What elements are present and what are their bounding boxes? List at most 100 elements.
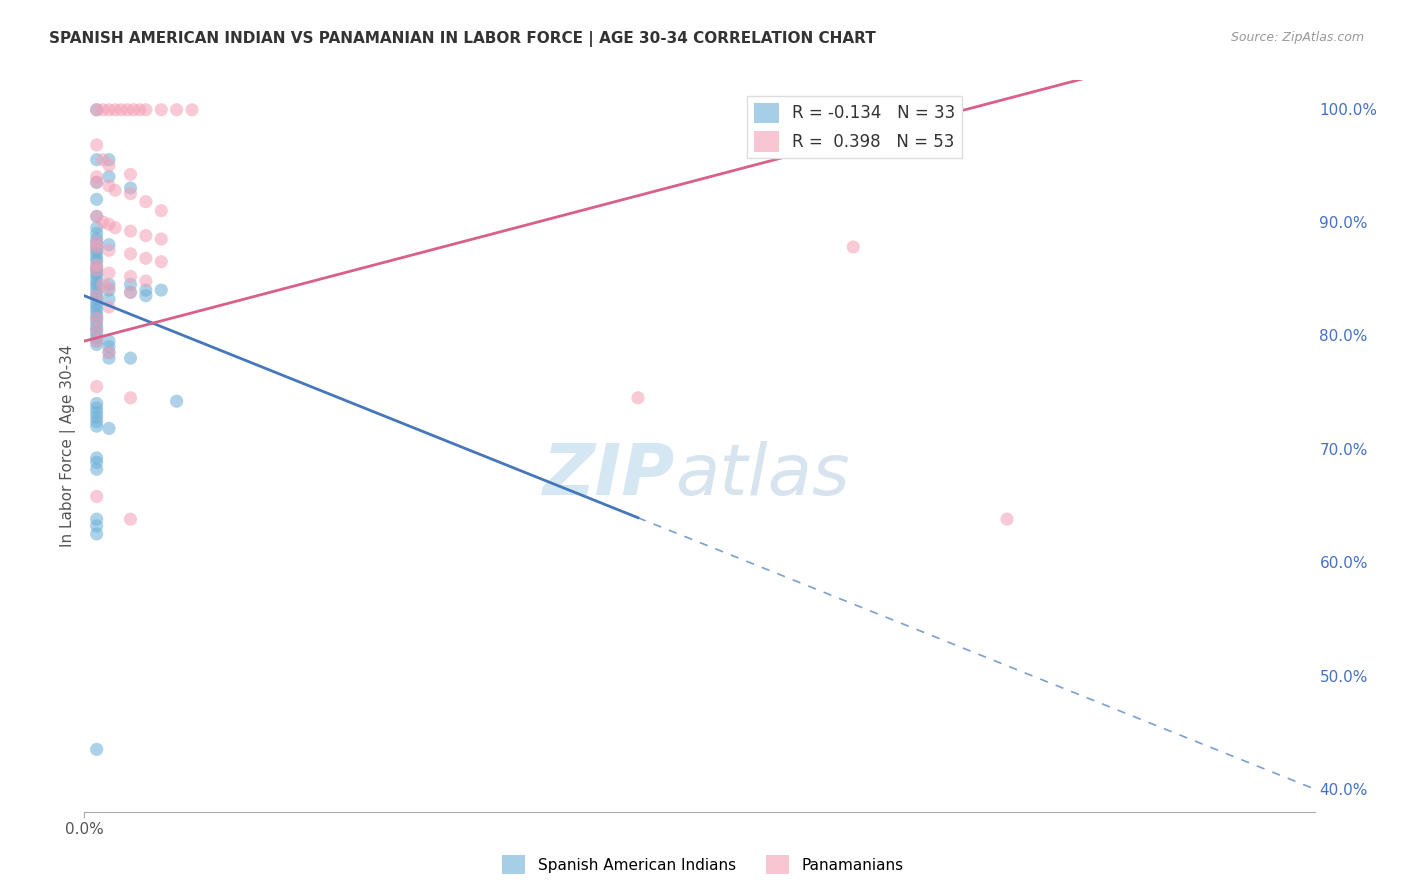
Point xyxy=(86,289,108,303)
Point xyxy=(120,351,142,365)
Point xyxy=(98,421,121,435)
Point xyxy=(86,210,108,224)
Point xyxy=(86,262,108,277)
Point xyxy=(86,311,108,326)
Point xyxy=(86,334,108,348)
Point xyxy=(627,391,650,405)
Point xyxy=(98,281,121,295)
Point xyxy=(86,319,108,334)
Point xyxy=(86,240,108,254)
Point xyxy=(86,308,108,322)
Point xyxy=(86,419,108,434)
Point xyxy=(128,103,150,117)
Point xyxy=(86,285,108,300)
Point xyxy=(135,228,157,243)
Point xyxy=(86,300,108,314)
Point xyxy=(86,323,108,337)
Point xyxy=(120,391,142,405)
Point xyxy=(86,292,108,306)
Point xyxy=(86,220,108,235)
Point xyxy=(98,351,121,365)
Point xyxy=(98,153,121,167)
Point xyxy=(86,334,108,348)
Point xyxy=(120,224,142,238)
Point xyxy=(98,340,121,354)
Point xyxy=(98,244,121,258)
Point xyxy=(86,379,108,393)
Point xyxy=(150,232,173,246)
Point xyxy=(86,742,108,756)
Text: ZIP: ZIP xyxy=(543,441,675,509)
Point xyxy=(86,103,108,117)
Point xyxy=(86,175,108,189)
Point xyxy=(98,217,121,231)
Point xyxy=(98,292,121,306)
Point xyxy=(120,285,142,300)
Point xyxy=(98,103,121,117)
Point xyxy=(122,103,145,117)
Point xyxy=(86,450,108,465)
Point xyxy=(98,266,121,280)
Point xyxy=(86,262,108,277)
Point xyxy=(86,311,108,326)
Point xyxy=(91,215,114,229)
Point xyxy=(86,296,108,310)
Point xyxy=(86,331,108,345)
Point xyxy=(150,103,173,117)
Point xyxy=(104,183,127,197)
Point xyxy=(86,258,108,272)
Point xyxy=(135,289,157,303)
Point xyxy=(120,512,142,526)
Point xyxy=(135,283,157,297)
Point xyxy=(86,153,108,167)
Y-axis label: In Labor Force | Age 30-34: In Labor Force | Age 30-34 xyxy=(60,344,76,548)
Point xyxy=(135,103,157,117)
Point xyxy=(86,235,108,250)
Point xyxy=(86,512,108,526)
Point xyxy=(86,281,108,295)
Legend: R = -0.134   N = 33, R =  0.398   N = 53: R = -0.134 N = 33, R = 0.398 N = 53 xyxy=(747,96,962,158)
Point xyxy=(86,455,108,469)
Point xyxy=(120,269,142,284)
Point xyxy=(98,169,121,184)
Point xyxy=(98,283,121,297)
Point xyxy=(86,462,108,476)
Point xyxy=(150,283,173,297)
Point xyxy=(86,337,108,351)
Point xyxy=(86,137,108,152)
Point xyxy=(91,153,114,167)
Point xyxy=(86,240,108,254)
Point xyxy=(86,269,108,284)
Point xyxy=(117,103,139,117)
Point xyxy=(86,244,108,258)
Point xyxy=(86,410,108,425)
Point xyxy=(86,396,108,410)
Point xyxy=(86,274,108,288)
Point xyxy=(86,103,108,117)
Point xyxy=(135,194,157,209)
Point xyxy=(86,252,108,266)
Point xyxy=(86,260,108,275)
Point xyxy=(86,326,108,341)
Point xyxy=(86,401,108,415)
Point xyxy=(181,103,204,117)
Point xyxy=(98,345,121,359)
Text: Source: ZipAtlas.com: Source: ZipAtlas.com xyxy=(1230,31,1364,45)
Point xyxy=(150,254,173,268)
Point xyxy=(98,345,121,359)
Point xyxy=(86,192,108,206)
Point xyxy=(86,169,108,184)
Point xyxy=(86,323,108,337)
Point xyxy=(135,252,157,266)
Point xyxy=(86,235,108,250)
Point xyxy=(86,232,108,246)
Point xyxy=(86,519,108,533)
Point xyxy=(120,186,142,201)
Point xyxy=(86,490,108,504)
Point xyxy=(86,527,108,541)
Point xyxy=(135,274,157,288)
Point xyxy=(91,103,114,117)
Point xyxy=(86,266,108,280)
Point xyxy=(120,277,142,292)
Point xyxy=(86,303,108,318)
